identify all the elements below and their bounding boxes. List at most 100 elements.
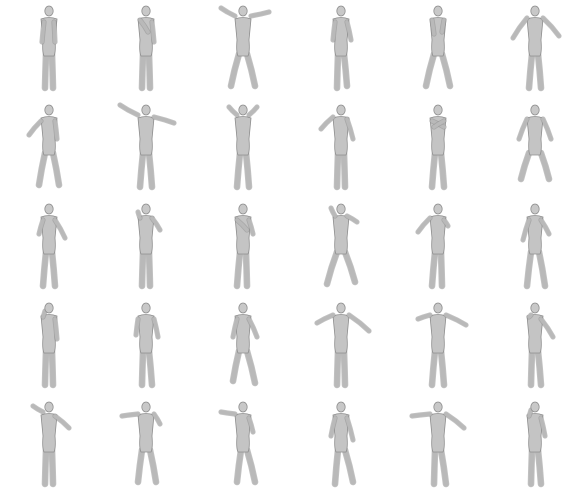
head bbox=[238, 302, 248, 314]
pose-figure-cell bbox=[97, 0, 194, 99]
right-leg bbox=[538, 150, 552, 182]
pose-figure-cell bbox=[292, 0, 389, 99]
left-leg bbox=[234, 447, 244, 485]
torso bbox=[234, 314, 252, 354]
left-leg bbox=[429, 348, 438, 388]
torso bbox=[40, 115, 58, 156]
right-arm bbox=[52, 317, 59, 341]
left-leg bbox=[40, 249, 49, 289]
head bbox=[141, 5, 151, 16]
human-figure-arms-bent-elbows bbox=[133, 302, 161, 389]
left-leg bbox=[334, 150, 341, 190]
left-arm bbox=[36, 218, 45, 236]
pose-figure-cell bbox=[389, 99, 486, 198]
head bbox=[238, 203, 248, 215]
head bbox=[530, 302, 540, 314]
right-arm bbox=[432, 118, 446, 129]
right-leg bbox=[535, 348, 544, 388]
right-leg bbox=[49, 348, 56, 388]
left-leg bbox=[234, 249, 243, 289]
head bbox=[336, 302, 346, 314]
pose-figure-cell bbox=[487, 198, 584, 297]
human-figure-arms-bent-walk bbox=[330, 5, 354, 91]
left-arm bbox=[219, 5, 238, 18]
torso bbox=[526, 413, 544, 453]
right-leg bbox=[341, 348, 348, 388]
right-leg bbox=[341, 51, 350, 89]
head bbox=[141, 104, 151, 116]
left-arm bbox=[120, 412, 140, 419]
left-leg bbox=[524, 249, 534, 289]
head bbox=[44, 302, 54, 314]
right-arm bbox=[344, 214, 359, 224]
torso bbox=[234, 16, 252, 56]
head bbox=[141, 302, 151, 314]
left-leg bbox=[228, 51, 242, 89]
head bbox=[44, 5, 54, 16]
pose-figure-cell bbox=[0, 397, 97, 496]
right-arm bbox=[440, 17, 446, 34]
head bbox=[433, 401, 443, 413]
right-arm bbox=[52, 218, 67, 240]
human-figure-arm-reaching-side bbox=[218, 401, 259, 486]
torso bbox=[137, 413, 155, 453]
left-leg bbox=[139, 348, 146, 388]
left-leg bbox=[423, 51, 437, 89]
pose-figure-cell bbox=[0, 298, 97, 397]
left-arm bbox=[39, 19, 46, 44]
left-arm bbox=[136, 210, 142, 220]
human-figure-point-left bbox=[415, 203, 451, 290]
left-arm bbox=[511, 15, 530, 40]
head bbox=[44, 401, 54, 413]
left-leg bbox=[334, 51, 341, 91]
right-leg bbox=[438, 348, 447, 388]
left-leg bbox=[42, 348, 49, 388]
pose-figure-cell bbox=[292, 298, 389, 397]
right-leg bbox=[439, 51, 453, 89]
left-leg bbox=[526, 51, 535, 91]
left-leg bbox=[324, 249, 340, 287]
right-leg bbox=[146, 51, 153, 91]
right-arm bbox=[539, 218, 552, 236]
torso bbox=[234, 413, 252, 453]
right-leg bbox=[244, 447, 258, 485]
human-figure-arms-raised-wide bbox=[218, 4, 272, 89]
human-figure-hand-to-face bbox=[135, 203, 163, 290]
left-arm bbox=[30, 404, 45, 415]
right-leg bbox=[146, 249, 153, 289]
right-arm bbox=[539, 317, 556, 339]
torso bbox=[137, 215, 155, 255]
pose-figure-cell bbox=[487, 397, 584, 496]
left-arm bbox=[430, 17, 436, 36]
left-arm bbox=[527, 313, 534, 319]
head bbox=[433, 302, 443, 314]
left-leg bbox=[518, 150, 532, 182]
human-figure-point-and-reach bbox=[415, 302, 469, 389]
torso bbox=[526, 115, 544, 156]
right-leg bbox=[243, 150, 252, 190]
torso bbox=[332, 16, 350, 56]
human-figure-t-pose-arms-out bbox=[510, 5, 562, 91]
human-figure-arm-bent-side bbox=[36, 203, 68, 290]
head bbox=[141, 401, 151, 413]
pose-figure-cell bbox=[97, 397, 194, 496]
human-figure-fighting-stance bbox=[422, 5, 454, 89]
pose-figure-cell bbox=[487, 0, 584, 99]
torso bbox=[429, 413, 447, 453]
torso bbox=[429, 314, 447, 354]
left-arm bbox=[219, 410, 238, 417]
left-arm bbox=[517, 116, 530, 141]
right-arm bbox=[247, 104, 260, 117]
torso bbox=[429, 215, 447, 255]
left-leg bbox=[230, 348, 242, 384]
head bbox=[336, 203, 346, 215]
right-arm bbox=[247, 218, 256, 236]
human-figure-bend-forward bbox=[230, 302, 260, 387]
pose-figure-cell bbox=[195, 298, 292, 397]
right-arm bbox=[344, 416, 355, 443]
right-arm bbox=[52, 118, 59, 141]
torso bbox=[40, 413, 58, 453]
human-figure-bend-hands-knees bbox=[328, 401, 356, 488]
right-leg bbox=[147, 447, 159, 485]
